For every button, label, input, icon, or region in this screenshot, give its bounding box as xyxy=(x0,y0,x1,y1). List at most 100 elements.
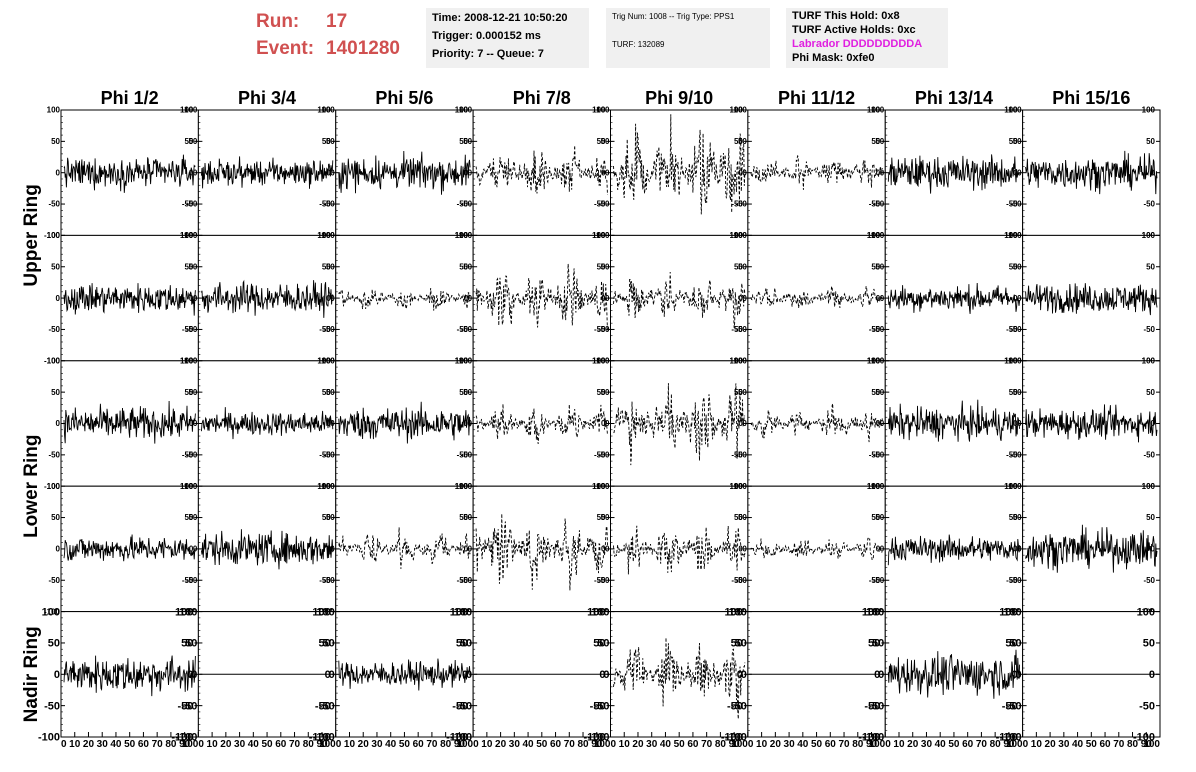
y-tick-label-right: -50 xyxy=(452,700,468,712)
y-tick-label-left: 0 xyxy=(1017,419,1022,428)
y-tick-label-right: -50 xyxy=(869,451,881,460)
y-tick-label-right: 100 xyxy=(862,606,880,618)
y-tick-label-left: -50 xyxy=(873,325,885,334)
y-tick-label-right: 0 xyxy=(737,669,743,681)
y-tick-label-left: -100 xyxy=(725,732,747,744)
y-tick-label-left: 100 xyxy=(47,482,61,491)
y-tick-label-left: 50 xyxy=(1013,137,1022,146)
y-tick-label-left: -50 xyxy=(48,325,60,334)
y-tick-label-left: 50 xyxy=(323,638,335,650)
y-tick-label-right: 100 xyxy=(180,482,194,491)
y-tick-label-right: 50 xyxy=(597,262,606,271)
x-tick-label: 100 xyxy=(1006,739,1023,750)
y-tick-label-left: 100 xyxy=(1008,106,1022,115)
y-tick-label-right: 0 xyxy=(601,294,606,303)
y-tick-label-left: 50 xyxy=(738,388,747,397)
y-tick-label-right: -50 xyxy=(869,325,881,334)
y-tick-label-right: 100 xyxy=(725,606,743,618)
y-tick-label-left: 0 xyxy=(468,294,473,303)
y-tick-label-right: 50 xyxy=(1146,388,1155,397)
y-tick-label-right: 100 xyxy=(317,231,331,240)
x-tick-label: 60 xyxy=(275,739,287,750)
row-label-3: Nadir Ring xyxy=(21,626,42,722)
x-tick-label: 80 xyxy=(440,739,452,750)
y-tick-label-right: 50 xyxy=(1146,513,1155,522)
y-tick-label-left: -50 xyxy=(48,200,60,209)
y-tick-label-left: -50 xyxy=(48,576,60,585)
y-tick-label-left: -100 xyxy=(313,732,335,744)
x-tick-label: 10 xyxy=(69,739,81,750)
x-tick-label: 30 xyxy=(784,739,796,750)
y-tick-label-right: 0 xyxy=(326,419,331,428)
y-tick-label-right: 50 xyxy=(322,262,331,271)
y-tick-label-left: 50 xyxy=(463,262,472,271)
y-tick-label-right: 0 xyxy=(462,669,468,681)
panel-frame-r3-c3 xyxy=(335,360,474,487)
y-tick-label-left: 100 xyxy=(871,356,885,365)
y-tick-label-left: 50 xyxy=(51,262,60,271)
trace-r2-c7 xyxy=(887,282,1021,314)
y-tick-label-left: 100 xyxy=(184,482,198,491)
y-tick-label-left: 0 xyxy=(742,168,747,177)
x-tick-label: 100 xyxy=(594,739,611,750)
y-tick-label-left: 0 xyxy=(330,419,335,428)
y-tick-label-right: 0 xyxy=(874,669,880,681)
y-tick-label-right: 50 xyxy=(1143,638,1155,650)
y-tick-label-right: 50 xyxy=(459,513,468,522)
y-tick-label-left: 100 xyxy=(459,356,473,365)
y-tick-label-right: 50 xyxy=(871,388,880,397)
y-tick-label-right: -50 xyxy=(590,700,606,712)
trace-r1-c4 xyxy=(475,145,608,196)
x-tick-label: 30 xyxy=(234,739,246,750)
y-tick-label-right: -50 xyxy=(182,325,194,334)
y-tick-label-left: -100 xyxy=(587,732,609,744)
y-tick-label-right: 0 xyxy=(464,545,469,554)
trace-r3-c4 xyxy=(475,403,608,444)
y-tick-label-right: -50 xyxy=(594,576,606,585)
y-tick-label-left: -50 xyxy=(873,576,885,585)
x-tick-label: 50 xyxy=(674,739,686,750)
y-tick-label-right: 50 xyxy=(184,388,193,397)
y-tick-label-left: 0 xyxy=(1017,294,1022,303)
x-tick-label: 20 xyxy=(1045,739,1057,750)
y-tick-label-left: -50 xyxy=(44,700,60,712)
y-tick-label-left: 50 xyxy=(326,388,335,397)
y-tick-label-left: -50 xyxy=(598,451,610,460)
trace-r2-c2 xyxy=(200,279,334,318)
column-label-7: Phi 13/14 xyxy=(915,88,993,108)
y-tick-label-left: 100 xyxy=(734,231,748,240)
y-tick-label-right: 50 xyxy=(459,262,468,271)
y-tick-label-right: 100 xyxy=(455,356,469,365)
y-tick-label-left: 50 xyxy=(1009,638,1021,650)
y-tick-label-left: 100 xyxy=(184,106,198,115)
x-tick-label: 60 xyxy=(413,739,425,750)
y-tick-label-right: -50 xyxy=(869,576,881,585)
trace-r5-c5 xyxy=(613,637,746,720)
y-tick-label-right: 50 xyxy=(734,513,743,522)
y-tick-label-right: 0 xyxy=(464,294,469,303)
y-tick-label-left: 50 xyxy=(601,262,610,271)
trace-r4-c5 xyxy=(613,525,746,575)
x-tick-label: 90 xyxy=(179,739,191,750)
y-tick-label-right: 50 xyxy=(322,137,331,146)
trace-r1-c7 xyxy=(887,154,1020,194)
y-tick-label-left: 50 xyxy=(875,513,884,522)
y-tick-label-right: 100 xyxy=(317,482,331,491)
y-tick-label-left: 0 xyxy=(880,545,885,554)
trace-r4-c6 xyxy=(750,537,883,561)
y-tick-label-left: -50 xyxy=(461,451,473,460)
y-tick-label-left: -100 xyxy=(175,732,197,744)
y-tick-label-left: -50 xyxy=(735,200,747,209)
y-tick-label-left: 0 xyxy=(603,669,609,681)
y-tick-label-right: -50 xyxy=(1006,200,1018,209)
y-tick-label-right: 0 xyxy=(599,669,605,681)
y-tick-label-right: -50 xyxy=(457,325,469,334)
x-tick-label: 10 xyxy=(619,739,631,750)
x-tick-label: 70 xyxy=(426,739,438,750)
x-tick-label: 80 xyxy=(990,739,1002,750)
y-tick-label-right: 0 xyxy=(1151,545,1156,554)
y-tick-label-left: 50 xyxy=(185,638,197,650)
y-tick-label-right: 100 xyxy=(730,356,744,365)
x-tick-label: 70 xyxy=(564,739,576,750)
y-tick-label-right: 100 xyxy=(1004,482,1018,491)
